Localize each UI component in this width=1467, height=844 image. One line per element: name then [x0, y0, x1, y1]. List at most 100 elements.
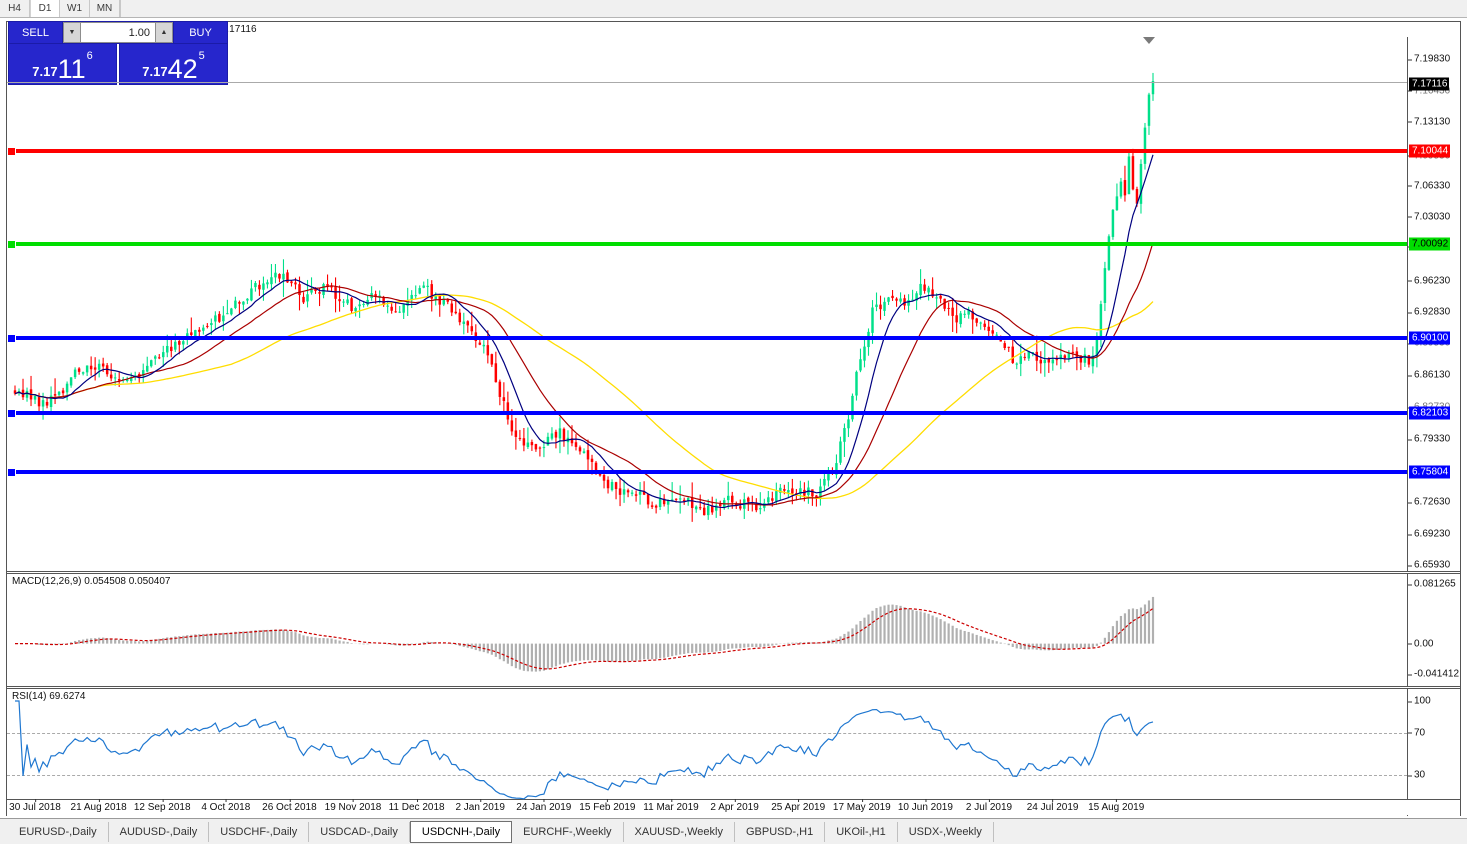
macd-axis[interactable]: 0.081265 0.00 -0.041412 [1407, 574, 1460, 686]
volume-decrement-icon[interactable]: ▼ [63, 22, 81, 43]
price-tick-7.13130: 7.13130 [1408, 116, 1450, 127]
rsi-tick-70: 70 [1408, 727, 1425, 738]
date-tick-9: 15 Feb 2019 [579, 799, 636, 813]
chart-tab-usdchfdaily[interactable]: USDCHF-,Daily [209, 821, 310, 842]
current-price-line [7, 82, 1407, 83]
timeframe-toolbar: H4 D1 W1 MN [0, 0, 1467, 18]
chart-tab-xauusdweekly[interactable]: XAUUSD-,Weekly [624, 821, 735, 842]
level-tag-7.10044[interactable]: 7.10044 [1409, 144, 1451, 158]
pane-divider-2[interactable] [7, 686, 1460, 687]
toolbar-spacer [120, 0, 1467, 17]
date-tick-0: 30 Jul 2018 [9, 799, 61, 813]
rsi-tick-30: 30 [1408, 770, 1425, 781]
chart-tab-usdxweekly[interactable]: USDX-,Weekly [898, 821, 994, 842]
volume-increment-icon[interactable]: ▲ [155, 22, 173, 43]
pane-divider-1[interactable] [7, 571, 1460, 572]
sell-price-big: 11 [57, 54, 86, 84]
date-tick-11: 2 Apr 2019 [710, 799, 759, 813]
trade-panel-prices: 7.17 11 6 7.17 42 5 [8, 44, 228, 85]
timeframe-tab-d1-label: D1 [38, 3, 52, 14]
date-tick-3: 4 Oct 2018 [201, 799, 251, 813]
date-tick-6: 11 Dec 2018 [388, 799, 445, 813]
date-tick-5: 19 Nov 2018 [324, 799, 382, 813]
price-tick-7.03030: 7.03030 [1408, 211, 1450, 222]
sell-price-fraction: 6 [86, 50, 93, 62]
sell-button[interactable]: SELL [8, 21, 63, 44]
buy-price-big: 42 [167, 54, 198, 84]
timeframe-tab-d1[interactable]: D1 [30, 0, 60, 17]
hline-6.75804[interactable] [7, 468, 1407, 478]
candlestick-series [13, 72, 1155, 522]
price-axis[interactable]: 7.19830 7.13130 7.06330 7.03030 6.96230 6.928… [1407, 37, 1460, 571]
buy-price-prefix: 7.17 [142, 64, 168, 79]
date-tick-10: 11 Mar 2019 [643, 799, 699, 813]
chart-tab-audusddaily[interactable]: AUDUSD-,Daily [109, 821, 210, 842]
trade-panel-controls: SELL ▼ 1.00 ▲ BUY [8, 21, 228, 44]
rsi-pane[interactable]: RSI(14) 69.6274 10070300 [7, 689, 1460, 816]
date-tick-16: 24 Jul 2019 [1026, 799, 1079, 813]
price-tick-6.72630: 6.72630 [1408, 497, 1450, 508]
date-axis[interactable]: 30 Jul 2018 21 Aug 2018 12 Sep 2018 4 Oct 2… [7, 799, 1460, 815]
level-tag-6.75804[interactable]: 6.75804 [1409, 465, 1451, 479]
macd-pane[interactable]: MACD(12,26,9) 0.054508 0.050407 0.081265… [7, 574, 1460, 686]
chart-tab-eurchfweekly[interactable]: EURCHF-,Weekly [512, 821, 624, 842]
date-tick-4: 26 Oct 2018 [262, 799, 317, 813]
price-tick-6.96230: 6.96230 [1408, 275, 1450, 286]
chart-tabs-bar: EURUSD-,Daily AUDUSD-,Daily USDCHF-,Daily U… [0, 818, 1467, 844]
price-tick-6.69230: 6.69230 [1408, 529, 1450, 540]
macd-series [14, 596, 1155, 672]
hline-7.00092[interactable] [7, 240, 1407, 250]
timeframe-tab-w1-label: W1 [67, 3, 82, 14]
buy-price-fraction: 5 [198, 50, 205, 62]
hline-7.10044[interactable] [7, 146, 1407, 156]
chart-tab-ukoilh1[interactable]: UKOil-,H1 [825, 821, 898, 842]
pane-divider-1b [7, 573, 1460, 574]
date-tick-14: 10 Jun 2019 [897, 799, 953, 813]
sell-button-label: SELL [22, 26, 49, 39]
rsi-tick-100: 100 [1408, 696, 1431, 707]
level-tag-6.82103[interactable]: 6.82103 [1409, 406, 1451, 420]
chart-tab-usdcnhdaily[interactable]: USDCNH-,Daily [409, 820, 513, 843]
one-click-trading-panel[interactable]: SELL ▼ 1.00 ▲ BUY 7.17 11 6 7.17 42 5 [8, 21, 228, 85]
date-tick-1: 21 Aug 2018 [70, 799, 127, 813]
date-tick-17: 15 Aug 2019 [1088, 799, 1145, 813]
chart-window: USDCNH-,Daily 7.17560 7.17569 7.16914 7.… [6, 21, 1461, 816]
volume-stepper[interactable]: ▼ 1.00 ▲ [63, 21, 173, 44]
timeframe-tab-w1[interactable]: W1 [60, 0, 90, 17]
rsi-axis[interactable]: 10070300 [1407, 689, 1460, 816]
chart-tab-gbpusdh1[interactable]: GBPUSD-,H1 [735, 821, 826, 842]
latest-bar-marker-icon [1143, 37, 1155, 44]
price-tick-7.19830: 7.19830 [1408, 54, 1450, 65]
macd-tick-0.081265: 0.081265 [1408, 579, 1456, 590]
volume-input[interactable]: 1.00 [81, 22, 155, 43]
price-pane[interactable]: 7.19830 7.13130 7.06330 7.03030 6.96230 6.928… [7, 37, 1460, 571]
date-tick-2: 12 Sep 2018 [133, 799, 191, 813]
buy-button-label: BUY [189, 26, 212, 39]
timeframe-tab-h4[interactable]: H4 [0, 0, 30, 17]
hline-6.82103[interactable] [7, 409, 1407, 419]
buy-price[interactable]: 7.17 42 5 [119, 44, 228, 85]
date-tick-15: 2 Jul 2019 [965, 799, 1013, 813]
level-tag-7.00092[interactable]: 7.00092 [1409, 237, 1451, 251]
rsi-label: RSI(14) 69.6274 [12, 691, 86, 702]
chart-tab-usdcaddaily[interactable]: USDCAD-,Daily [309, 821, 410, 842]
pane-divider-2b [7, 688, 1460, 689]
buy-button[interactable]: BUY [173, 21, 228, 44]
timeframe-tab-mn-label: MN [96, 3, 113, 14]
date-tick-8: 24 Jan 2019 [516, 799, 572, 813]
price-tick-6.92830: 6.92830 [1408, 307, 1450, 318]
date-tick-13: 17 May 2019 [832, 799, 891, 813]
date-tick-7: 2 Jan 2019 [455, 799, 505, 813]
level-tag-6.90100[interactable]: 6.90100 [1409, 331, 1451, 345]
price-tick-6.86130: 6.86130 [1408, 370, 1450, 381]
macd-label: MACD(12,26,9) 0.054508 0.050407 [12, 576, 171, 587]
timeframe-tab-mn[interactable]: MN [90, 0, 120, 17]
rsi-level-70 [7, 732, 1407, 734]
hline-6.90100[interactable] [7, 334, 1407, 344]
chart-tab-eurusddaily[interactable]: EURUSD-,Daily [8, 821, 109, 842]
price-tick-7.06330: 7.06330 [1408, 180, 1450, 191]
price-tick-6.79330: 6.79330 [1408, 434, 1450, 445]
sell-price-prefix: 7.17 [32, 64, 58, 79]
sell-price[interactable]: 7.17 11 6 [8, 44, 117, 85]
rsi-level-30 [7, 775, 1407, 777]
